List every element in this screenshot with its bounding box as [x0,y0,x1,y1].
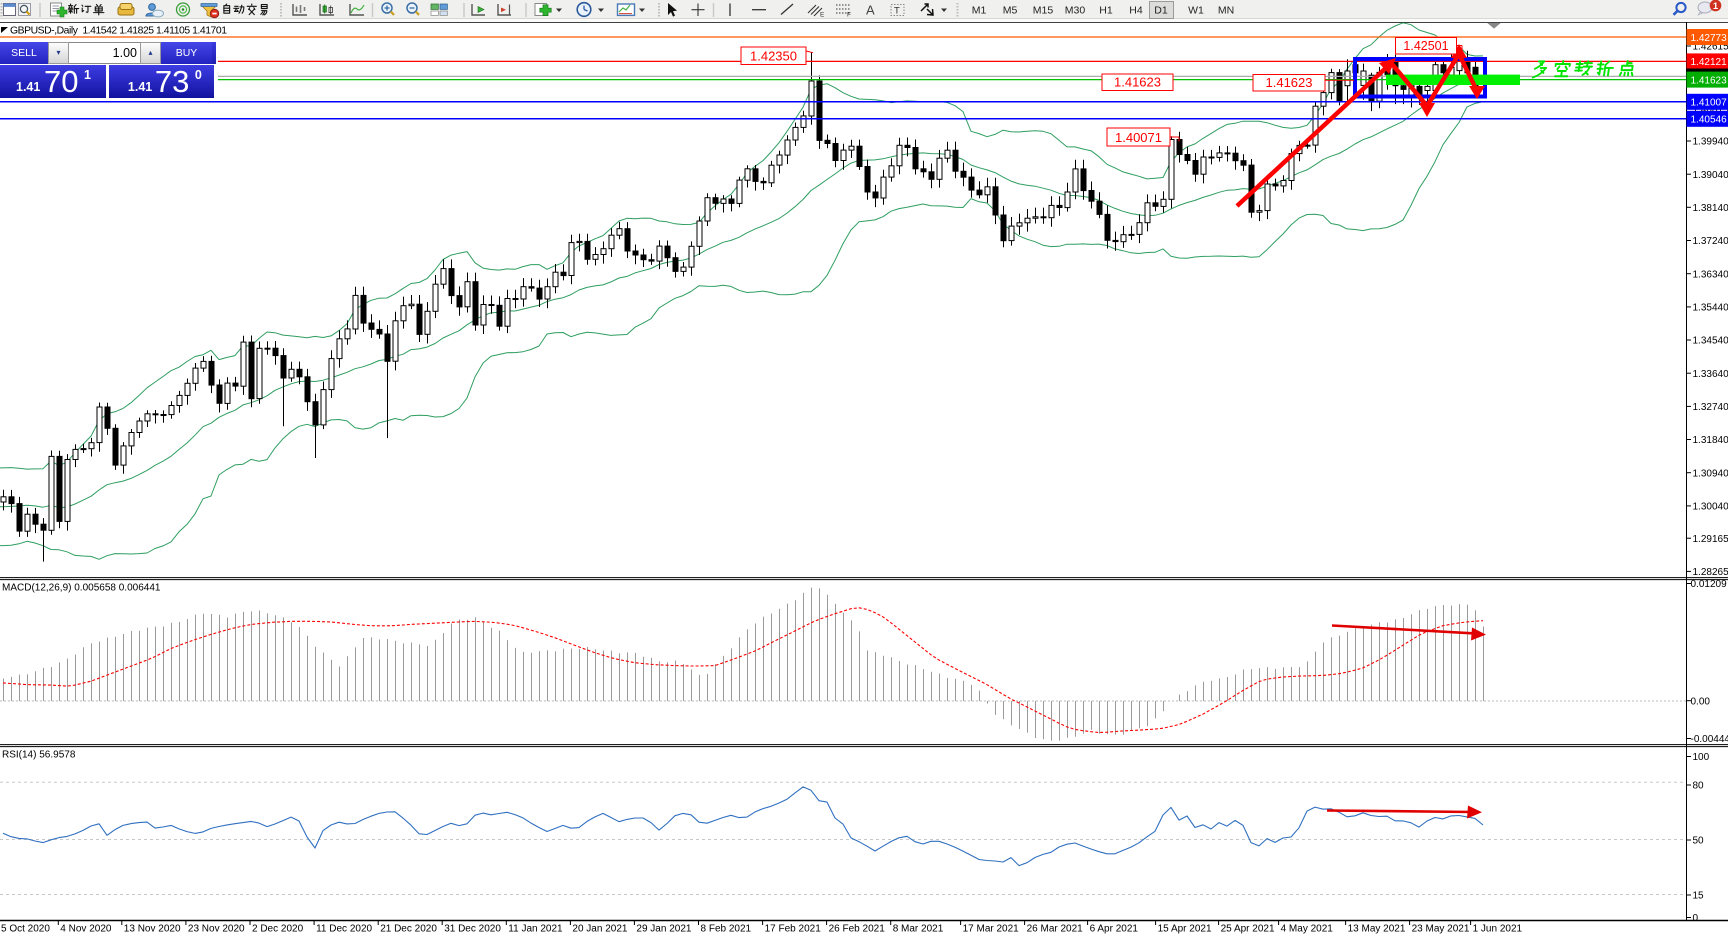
svg-text:1: 1 [1713,1,1719,12]
svg-text:23 Nov 2020: 23 Nov 2020 [188,924,245,935]
svg-text:1.33640: 1.33640 [1693,369,1728,380]
svg-text:1.30940: 1.30940 [1693,468,1728,479]
svg-text:1.28265: 1.28265 [1693,567,1728,578]
svg-text:A: A [866,3,875,18]
svg-text:2 Dec 2020: 2 Dec 2020 [252,924,304,935]
svg-text:15: 15 [1693,891,1705,902]
svg-text:1.39040: 1.39040 [1693,170,1728,181]
svg-text:1.38140: 1.38140 [1693,203,1728,214]
svg-text:D1: D1 [1154,5,1168,17]
svg-text:1.41623: 1.41623 [1266,75,1313,90]
svg-text:1.36340: 1.36340 [1693,269,1728,280]
svg-text:RSI(14) 56.9578: RSI(14) 56.9578 [2,750,76,761]
svg-text:6 Apr 2021: 6 Apr 2021 [1090,924,1139,935]
svg-text:1.30040: 1.30040 [1693,502,1728,513]
svg-text:1.41007: 1.41007 [1691,98,1728,109]
svg-text:1.42773: 1.42773 [1691,33,1728,44]
svg-text:1.42615: 1.42615 [1693,42,1728,53]
svg-text:W1: W1 [1188,5,1204,17]
svg-text:0: 0 [1693,913,1699,924]
svg-text:H1: H1 [1099,5,1113,17]
svg-text:1.32740: 1.32740 [1693,402,1728,413]
svg-text:0.01209: 0.01209 [1691,579,1728,590]
svg-text:11 Dec 2020: 11 Dec 2020 [316,924,372,935]
svg-text:8 Feb 2021: 8 Feb 2021 [701,924,752,935]
svg-text:4 Nov 2020: 4 Nov 2020 [60,924,112,935]
svg-text:M5: M5 [1003,5,1018,17]
svg-text:29 Jan 2021: 29 Jan 2021 [636,924,691,935]
svg-text:15 Apr 2021: 15 Apr 2021 [1158,924,1212,935]
svg-text:M30: M30 [1065,5,1086,17]
svg-text:13 May 2021: 13 May 2021 [1348,924,1406,935]
svg-text:13 Nov 2020: 13 Nov 2020 [124,924,181,935]
svg-text:MN: MN [1218,5,1234,17]
svg-text:17 Feb 2021: 17 Feb 2021 [765,924,822,935]
svg-text:80: 80 [1693,781,1705,792]
svg-text:26 Feb 2021: 26 Feb 2021 [829,924,886,935]
svg-text:1.42121: 1.42121 [1691,57,1728,68]
svg-text:31 Dec 2020: 31 Dec 2020 [444,924,501,935]
svg-text:1.42501: 1.42501 [1403,39,1448,53]
svg-text:5 Oct 2020: 5 Oct 2020 [1,924,50,935]
svg-text:8 Mar 2021: 8 Mar 2021 [893,924,944,935]
svg-text:1.41623: 1.41623 [1691,75,1728,86]
svg-text:F: F [847,12,851,19]
svg-text:100: 100 [1693,752,1710,763]
svg-text:1.31840: 1.31840 [1693,435,1728,446]
svg-text:MACD(12,26,9) 0.005658 0.00644: MACD(12,26,9) 0.005658 0.006441 [2,583,161,594]
svg-text:1.41623: 1.41623 [1114,74,1161,89]
svg-text:17 Mar 2021: 17 Mar 2021 [963,924,1020,935]
svg-text:0.00: 0.00 [1691,696,1711,707]
svg-text:H4: H4 [1129,5,1143,17]
svg-text:M1: M1 [972,5,987,17]
svg-text:20 Jan 2021: 20 Jan 2021 [572,924,627,935]
svg-text:T: T [894,6,900,17]
svg-text:21 Dec 2020: 21 Dec 2020 [380,924,437,935]
svg-text:23 May 2021: 23 May 2021 [1412,924,1470,935]
svg-text:50: 50 [1693,836,1705,847]
svg-text:1.35440: 1.35440 [1693,303,1728,314]
svg-text:E: E [820,12,825,19]
svg-text:1 Jun 2021: 1 Jun 2021 [1473,924,1523,935]
svg-text:11 Jan 2021: 11 Jan 2021 [508,924,563,935]
svg-text:GBPUSD-,Daily 1.41542 1.41825: GBPUSD-,Daily 1.41542 1.41825 1.41105 1.… [10,26,227,37]
svg-text:1.40071: 1.40071 [1115,130,1162,145]
svg-text:25 Apr 2021: 25 Apr 2021 [1221,924,1275,935]
svg-text:4 May 2021: 4 May 2021 [1281,924,1334,935]
svg-text:1.40546: 1.40546 [1691,115,1728,126]
svg-text:1.39940: 1.39940 [1693,137,1728,148]
svg-text:-0.004446: -0.004446 [1691,734,1728,745]
svg-text:1.29165: 1.29165 [1693,534,1728,545]
svg-text:1.42350: 1.42350 [750,48,797,63]
svg-text:M15: M15 [1033,5,1054,17]
svg-text:26 Mar 2021: 26 Mar 2021 [1027,924,1084,935]
svg-text:1.37240: 1.37240 [1693,236,1728,247]
svg-text:1.34540: 1.34540 [1693,336,1728,347]
